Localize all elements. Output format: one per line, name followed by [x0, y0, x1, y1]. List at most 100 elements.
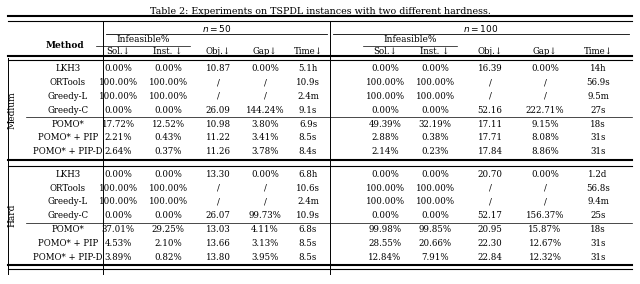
Text: 52.16: 52.16 — [477, 106, 502, 115]
Text: Gap↓: Gap↓ — [253, 47, 277, 55]
Text: 22.30: 22.30 — [477, 239, 502, 248]
Text: 29.25%: 29.25% — [152, 225, 184, 234]
Text: 1.2d: 1.2d — [588, 170, 608, 179]
Text: 11.22: 11.22 — [205, 133, 230, 142]
Text: POMO*: POMO* — [52, 225, 84, 234]
Text: Greedy-C: Greedy-C — [47, 211, 88, 220]
Text: 2.4m: 2.4m — [297, 92, 319, 101]
Text: LKH3: LKH3 — [56, 170, 81, 179]
Text: 56.8s: 56.8s — [586, 184, 610, 193]
Text: 100.00%: 100.00% — [365, 78, 404, 87]
Text: /: / — [264, 92, 266, 101]
Text: 0.00%: 0.00% — [104, 211, 132, 220]
Text: 0.00%: 0.00% — [251, 170, 279, 179]
Text: 100.00%: 100.00% — [365, 92, 404, 101]
Text: 100.00%: 100.00% — [148, 92, 188, 101]
Text: 17.11: 17.11 — [477, 120, 502, 129]
Text: /: / — [264, 78, 266, 87]
Text: 18s: 18s — [590, 120, 606, 129]
Text: 99.73%: 99.73% — [248, 211, 282, 220]
Text: LKH3: LKH3 — [56, 64, 81, 73]
Text: 0.00%: 0.00% — [104, 170, 132, 179]
Text: 10.98: 10.98 — [205, 120, 230, 129]
Text: 3.13%: 3.13% — [252, 239, 278, 248]
Text: Time↓: Time↓ — [294, 47, 323, 55]
Text: 3.95%: 3.95% — [252, 252, 278, 262]
Text: 2.88%: 2.88% — [371, 133, 399, 142]
Text: 100.00%: 100.00% — [99, 184, 138, 193]
Text: 10.9s: 10.9s — [296, 211, 320, 220]
Text: Sol.↓: Sol.↓ — [106, 47, 130, 55]
Text: 20.70: 20.70 — [477, 170, 502, 179]
Text: /: / — [488, 78, 492, 87]
Text: 156.37%: 156.37% — [525, 211, 564, 220]
Text: 100.00%: 100.00% — [148, 78, 188, 87]
Text: 26.07: 26.07 — [205, 211, 230, 220]
Text: 7.91%: 7.91% — [421, 252, 449, 262]
Text: 0.00%: 0.00% — [104, 64, 132, 73]
Text: /: / — [543, 78, 547, 87]
Text: 31s: 31s — [590, 239, 605, 248]
Text: 11.26: 11.26 — [205, 147, 230, 156]
Text: ORTools: ORTools — [50, 78, 86, 87]
Text: 0.00%: 0.00% — [421, 211, 449, 220]
Text: /: / — [488, 197, 492, 206]
Text: 13.66: 13.66 — [205, 239, 230, 248]
Text: 8.5s: 8.5s — [299, 239, 317, 248]
Text: 8.86%: 8.86% — [531, 147, 559, 156]
Text: 6.9s: 6.9s — [299, 120, 317, 129]
Text: 99.85%: 99.85% — [419, 225, 452, 234]
Text: 56.9s: 56.9s — [586, 78, 610, 87]
Text: 8.5s: 8.5s — [299, 133, 317, 142]
Text: 100.00%: 100.00% — [148, 184, 188, 193]
Text: 100.00%: 100.00% — [415, 78, 454, 87]
Text: 4.11%: 4.11% — [251, 225, 279, 234]
Text: 22.84: 22.84 — [477, 252, 502, 262]
Text: 100.00%: 100.00% — [99, 92, 138, 101]
Text: 13.80: 13.80 — [205, 252, 230, 262]
Text: 100.00%: 100.00% — [148, 197, 188, 206]
Text: 10.9s: 10.9s — [296, 78, 320, 87]
Text: 0.38%: 0.38% — [421, 133, 449, 142]
Text: 6.8h: 6.8h — [298, 170, 317, 179]
Text: 2.4m: 2.4m — [297, 197, 319, 206]
Text: 2.14%: 2.14% — [371, 147, 399, 156]
Text: POMO* + PIP: POMO* + PIP — [38, 239, 98, 248]
Text: Infeasible%: Infeasible% — [116, 34, 170, 43]
Text: /: / — [543, 92, 547, 101]
Text: 28.55%: 28.55% — [369, 239, 401, 248]
Text: 0.00%: 0.00% — [371, 211, 399, 220]
Text: $n = 100$: $n = 100$ — [463, 22, 499, 34]
Text: /: / — [216, 184, 220, 193]
Text: 18s: 18s — [590, 225, 606, 234]
Text: 0.00%: 0.00% — [104, 106, 132, 115]
Text: Hard: Hard — [8, 204, 17, 227]
Text: 0.43%: 0.43% — [154, 133, 182, 142]
Text: Gap↓: Gap↓ — [532, 47, 557, 55]
Text: 9.15%: 9.15% — [531, 120, 559, 129]
Text: 0.00%: 0.00% — [154, 106, 182, 115]
Text: 0.00%: 0.00% — [371, 106, 399, 115]
Text: Infeasible%: Infeasible% — [383, 34, 436, 43]
Text: 9.1s: 9.1s — [299, 106, 317, 115]
Text: 25s: 25s — [590, 211, 605, 220]
Text: 2.10%: 2.10% — [154, 239, 182, 248]
Text: Inst. ↓: Inst. ↓ — [154, 47, 182, 55]
Text: 8.08%: 8.08% — [531, 133, 559, 142]
Text: 31s: 31s — [590, 252, 605, 262]
Text: POMO* + PIP: POMO* + PIP — [38, 133, 98, 142]
Text: 3.41%: 3.41% — [252, 133, 279, 142]
Text: 37.01%: 37.01% — [101, 225, 134, 234]
Text: 144.24%: 144.24% — [246, 106, 284, 115]
Text: 100.00%: 100.00% — [365, 184, 404, 193]
Text: 0.00%: 0.00% — [421, 170, 449, 179]
Text: 100.00%: 100.00% — [415, 197, 454, 206]
Text: 0.00%: 0.00% — [531, 170, 559, 179]
Text: Method: Method — [45, 41, 84, 51]
Text: Greedy-L: Greedy-L — [48, 197, 88, 206]
Text: 100.00%: 100.00% — [365, 197, 404, 206]
Text: 3.89%: 3.89% — [104, 252, 132, 262]
Text: 20.66%: 20.66% — [419, 239, 452, 248]
Text: 0.00%: 0.00% — [154, 211, 182, 220]
Text: /: / — [488, 184, 492, 193]
